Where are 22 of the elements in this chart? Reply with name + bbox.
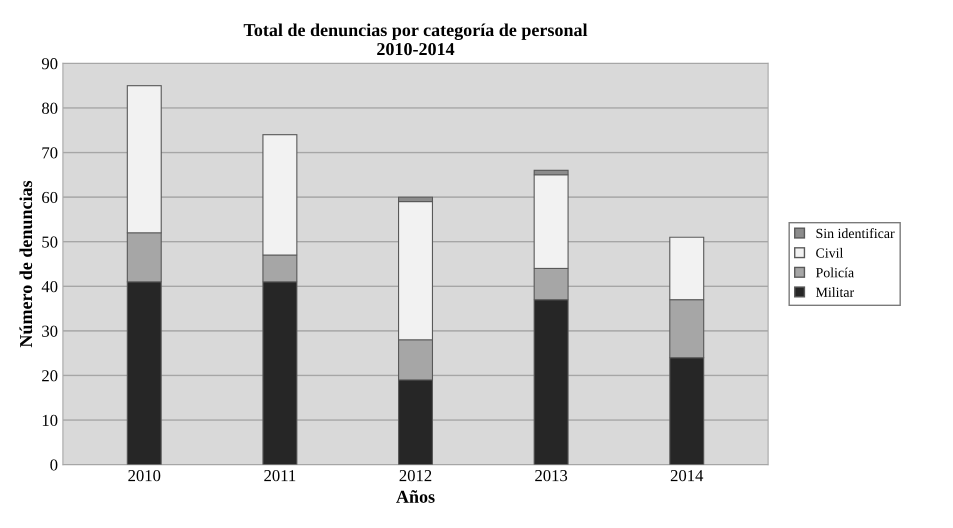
- y-tick-label: 30: [42, 326, 58, 337]
- y-axis-title: Número de denuncias: [19, 180, 32, 348]
- legend-label: Civil: [816, 248, 844, 258]
- y-tick-label: 10: [42, 414, 58, 426]
- legend-label: Sin identificar: [816, 228, 894, 238]
- y-tick-label: 20: [42, 370, 58, 382]
- x-tick-label: 2010: [128, 470, 160, 482]
- y-tick-label: 50: [42, 236, 58, 248]
- legend-label: Militar: [816, 287, 854, 297]
- y-tick-label: 0: [50, 459, 58, 471]
- y-tick-label: 90: [42, 58, 58, 70]
- x-tick-label: 2011: [264, 470, 296, 482]
- y-tick-label: 70: [42, 147, 58, 158]
- chart-title: Total de denuncias por categoría de personal 2010-2014: [244, 23, 588, 56]
- x-tick-label: 2014: [670, 470, 704, 482]
- x-tick-label: 2012: [400, 470, 432, 482]
- y-tick-label: 40: [42, 280, 58, 292]
- y-tick-label: 60: [42, 192, 58, 204]
- x-axis-title: Años: [396, 490, 435, 503]
- y-tick-label: 80: [42, 102, 58, 114]
- x-tick-label: 2013: [535, 470, 568, 482]
- legend-label: Policía: [816, 268, 854, 278]
